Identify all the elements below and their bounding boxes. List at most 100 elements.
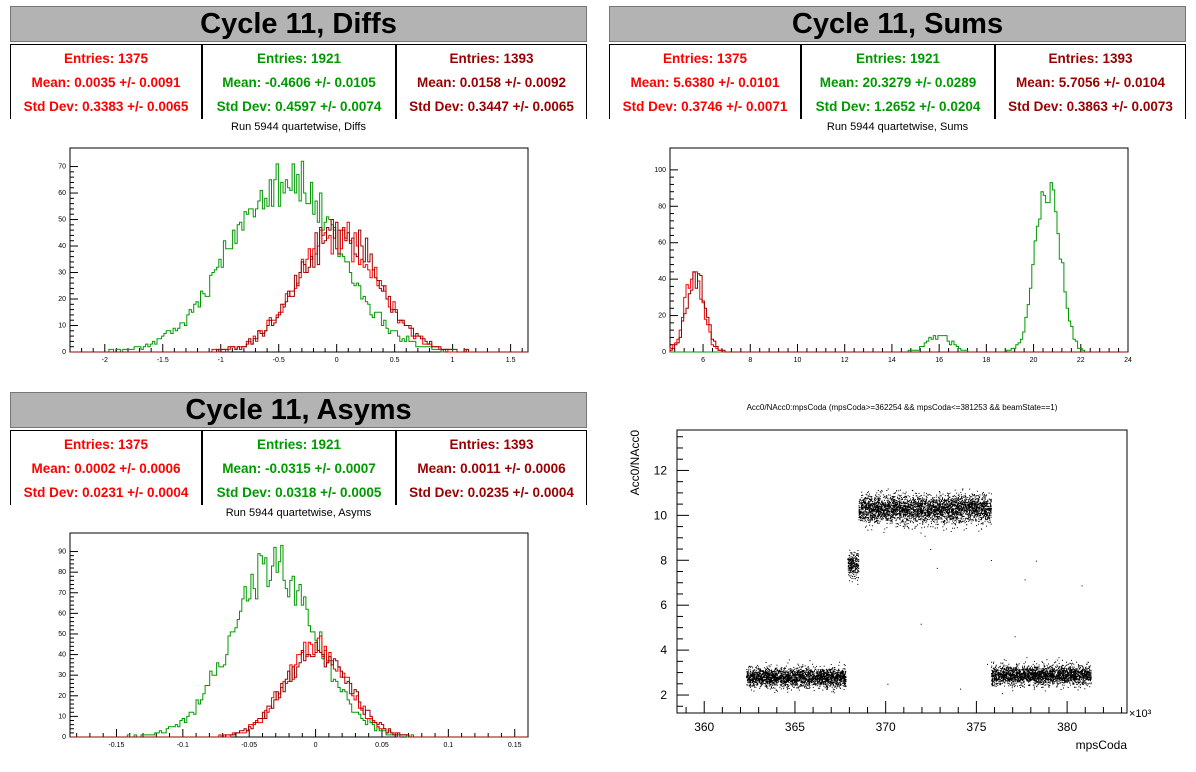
stat-stddev: Std Dev: 0.0235 +/- 0.0004 [409,485,574,500]
y-tick-label: 8 [660,553,667,567]
stat-entries: Entries: 1921 [855,51,941,66]
sums-stats-series-1: Entries: 1375 Mean: 5.6380 +/- 0.0101 St… [609,45,801,119]
diffs-stats-box: Entries: 1375 Mean: 0.0035 +/- 0.0091 St… [10,44,587,119]
plot-frame [69,147,529,353]
y-tick-label: 70 [58,590,66,597]
y-tick-label: 0 [62,734,66,741]
y-tick-label: 0 [62,349,66,356]
stat-mean: Mean: -0.4606 +/- 0.0105 [222,75,376,90]
y-tick-label: 30 [58,672,66,679]
histogram-series [669,271,1128,353]
sums-title-banner: Cycle 11, Sums [609,6,1186,42]
stat-stddev: Std Dev: 0.3383 +/- 0.0065 [23,99,189,114]
histogram-series [70,544,528,738]
y-tick-label: 20 [58,693,66,700]
stat-mean: Mean: 0.0011 +/- 0.0006 [417,461,566,476]
x-tick-label: 375 [966,720,986,734]
stat-entries: Entries: 1375 [63,437,149,452]
x-tick-label: 6 [701,357,705,364]
stat-entries: Entries: 1393 [449,437,534,452]
x-tick-label: 0.5 [390,357,400,364]
asyms-title-banner: Cycle 11, Asyms [10,392,587,428]
x-tick-label: 16 [935,357,943,364]
stat-stddev: Std Dev: 0.0231 +/- 0.0004 [23,485,189,500]
stat-stddev: Std Dev: 0.4597 +/- 0.0074 [216,99,382,114]
y-tick-label: 20 [658,313,666,320]
x-tick-label: 1.5 [506,357,516,364]
y-tick-label: 70 [58,164,66,171]
y-tick-label: 60 [58,610,66,617]
x-tick-label: 380 [1057,720,1077,734]
y-tick-label: 30 [58,270,66,277]
y-tick-label: 40 [58,243,66,250]
stat-stddev: Std Dev: 1.2652 +/- 0.0204 [815,99,981,114]
y-tick-label: 20 [58,296,66,303]
x-tick-label: 0 [314,742,318,749]
stat-mean: Mean: 5.7056 +/- 0.0104 [1016,75,1165,90]
y-tick-label: 40 [58,652,66,659]
x-axis-label: mpsCoda [1076,738,1128,752]
stat-mean: Mean: 0.0158 +/- 0.0092 [417,75,566,90]
asyms-stats-series-3: Entries: 1393 Mean: 0.0011 +/- 0.0006 St… [396,431,587,505]
x-tick-label: 0.05 [375,742,389,749]
scatter-points [746,488,1092,695]
histogram-series [670,182,1128,353]
stat-mean: Mean: 5.6380 +/- 0.0101 [630,75,780,90]
x-tick-label: 10 [794,357,802,364]
x-tick-label: 24 [1124,357,1132,364]
stat-entries: Entries: 1921 [256,437,342,452]
stat-entries: Entries: 1393 [1048,51,1133,66]
diffs-histogram: 0 10 20 30 40 50 60 70 -2 -1.5 -1 -0.5 0 0.5 1 1.5 [58,147,529,364]
x-tick-label: 0.1 [443,742,453,749]
y-tick-label: 10 [654,508,668,522]
stat-stddev: Std Dev: 0.0318 +/- 0.0005 [216,485,382,500]
stat-mean: Mean: -0.0315 +/- 0.0007 [222,461,376,476]
histogram-series [70,219,528,353]
y-tick-label: 40 [658,276,666,283]
asyms-stats-box: Entries: 1375 Mean: 0.0002 +/- 0.0006 St… [10,430,587,505]
diffs-stats-series-1: Entries: 1375 Mean: 0.0035 +/- 0.0091 St… [10,45,202,119]
x-tick-label: 365 [785,720,805,734]
x-tick-label: -0.05 [241,742,257,749]
x-tick-label: -1 [218,357,224,364]
scatter-title: Acc0/NAcc0:mpsCoda (mpsCoda>=362254 && m… [747,403,1058,412]
histogram-series [70,221,528,353]
stat-mean: Mean: 20.3279 +/- 0.0289 [819,75,977,90]
y-tick-label: 60 [658,240,666,247]
x-tick-label: 12 [841,357,849,364]
x-tick-label: 20 [1030,357,1038,364]
asyms-histogram: 0 10 20 30 40 50 60 70 80 90 -0.15 -0.1 -0.05 0 0.05 0.… [58,532,529,749]
diffs-stats-series-2: Entries: 1921 Mean: -0.4606 +/- 0.0105 S… [202,45,396,119]
stat-mean: Mean: 0.0002 +/- 0.0006 [31,461,181,476]
asyms-stats-series-2: Entries: 1921 Mean: -0.0315 +/- 0.0007 S… [202,431,396,505]
stat-entries: Entries: 1921 [256,51,342,66]
x-tick-label: 0 [335,357,339,364]
sums-stats-box: Entries: 1375 Mean: 5.6380 +/- 0.0101 St… [609,44,1186,119]
stat-stddev: Std Dev: 0.3447 +/- 0.0065 [409,99,574,114]
stat-entries: Entries: 1393 [449,51,534,66]
y-tick-label: 0 [662,349,666,356]
x-tick-label: 0.15 [508,742,522,749]
x-tick-label: 360 [694,720,714,734]
x-tick-label: 22 [1077,357,1085,364]
x-tick-label: 18 [982,357,990,364]
y-tick-label: 100 [654,167,666,174]
histogram-series [70,160,528,353]
sums-subtitle: Run 5944 quartetwise, Sums [826,121,969,133]
y-tick-label: 80 [58,569,66,576]
y-tick-label: 2 [660,688,667,702]
asyms-stats-series-1: Entries: 1375 Mean: 0.0002 +/- 0.0006 St… [10,431,202,505]
y-tick-label: 90 [58,549,66,556]
stat-entries: Entries: 1375 [63,51,149,66]
x-axis-exponent: ×10³ [1129,708,1152,720]
y-tick-label: 80 [658,203,666,210]
x-tick-label: 8 [748,357,752,364]
histogram-series [669,271,1128,353]
acc0-scatter-plot: Acc0/NAcc0:mpsCoda (mpsCoda>=362254 && m… [628,403,1152,752]
y-tick-label: 10 [58,713,66,720]
y-tick-label: 12 [654,463,668,477]
x-tick-label: 370 [876,720,896,734]
diffs-stats-series-3: Entries: 1393 Mean: 0.0158 +/- 0.0092 St… [396,45,587,119]
x-tick-label: -0.5 [273,357,285,364]
diffs-subtitle: Run 5944 quartetwise, Diffs [231,121,366,133]
